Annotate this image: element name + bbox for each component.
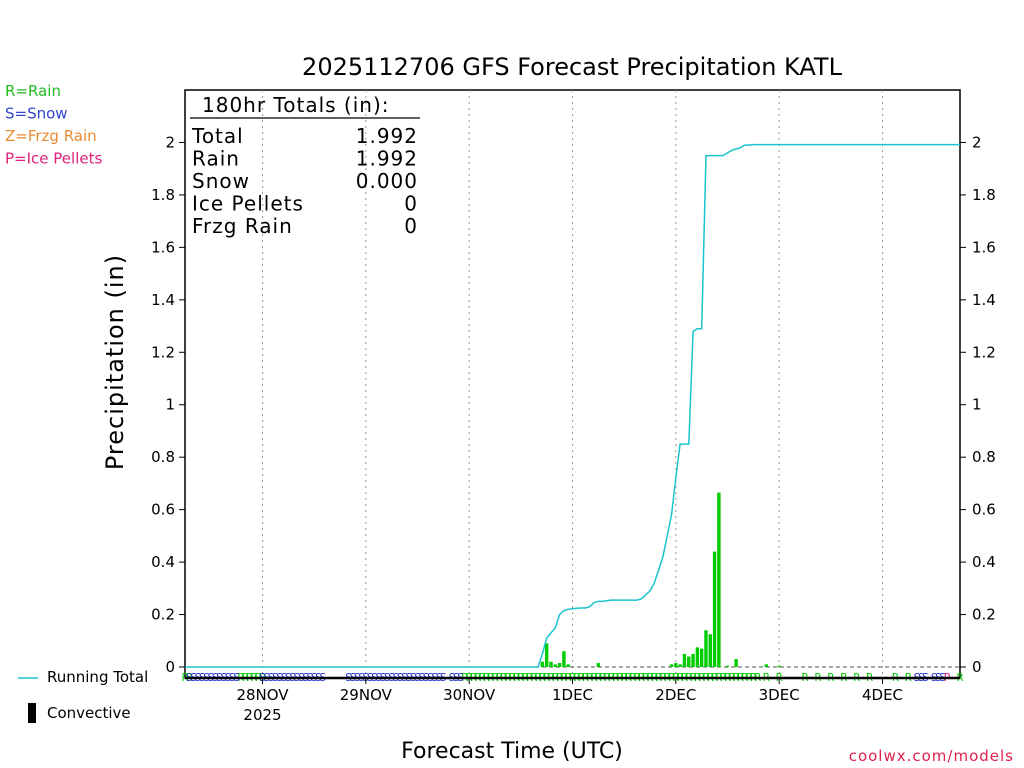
convective-bar [682, 653, 687, 667]
y-axis-right: 0 0.2 0.4 0.6 0.8 1 1.2 1.4 1.6 1.8 2 [960, 133, 996, 676]
source-credit: coolwx.com/models [849, 747, 1014, 765]
y-tick-label-left: 0.4 [151, 553, 175, 571]
convective-bar [557, 663, 562, 667]
series-legend: Running Total Convective [18, 668, 148, 723]
y-tick-label-left: 0.2 [151, 606, 175, 624]
totals-row-label: Frzg Rain [192, 214, 293, 238]
y-tick-label-left: 1.4 [151, 291, 175, 309]
y-tick-label-right: 1.4 [972, 291, 996, 309]
convective-legend-label: Convective [47, 704, 131, 722]
y-tick-label-left: 0 [165, 658, 175, 676]
convective-bar [708, 634, 712, 667]
convective-bar [687, 656, 691, 667]
gridlines [185, 90, 960, 678]
convective-bars [540, 492, 781, 667]
x-tick-label: 3DEC [759, 686, 800, 704]
precip-type-marker: R [957, 671, 964, 684]
precip-type-legend-item: P=Ice Pellets [5, 150, 102, 168]
y-tick-label-right: 0.6 [972, 501, 996, 519]
y-tick-label-left: 1.2 [151, 343, 175, 361]
y-tick-label-right: 0 [972, 658, 982, 676]
x-tick-label: 29NOV [340, 686, 393, 704]
y-tick-label-right: 1.2 [972, 343, 996, 361]
totals-row-label: Rain [192, 147, 240, 171]
y-tick-label-left: 1.6 [151, 238, 175, 256]
plot-area: RRRRRRRRRRRRRRRRRRRRRRRRRRRRRRRRRRRRRRRR… [182, 89, 964, 684]
y-tick-label-left: 0.6 [151, 501, 175, 519]
totals-row-label: Snow [192, 169, 250, 193]
totals-row-value: 0 [404, 214, 418, 238]
running-total-legend-label: Running Total [47, 668, 148, 686]
y-tick-label-left: 2 [165, 133, 175, 151]
y-tick-label-right: 1.6 [972, 238, 996, 256]
y-tick-label-left: 1 [165, 396, 175, 414]
y-axis-label: Precipitation (in) [101, 254, 129, 470]
y-tick-label-right: 0.4 [972, 553, 996, 571]
convective-bar [699, 648, 704, 667]
x-axis: 28NOV 2025 29NOV 30NOV 1DEC 2DEC 3DEC 4DEC [236, 678, 903, 724]
convective-bar [678, 664, 682, 667]
convective-bar [717, 492, 721, 667]
x-tick-label: 30NOV [443, 686, 496, 704]
convective-bar [734, 659, 738, 667]
convective-bar [674, 663, 678, 667]
y-tick-label-right: 0.2 [972, 606, 996, 624]
totals-row-value: 0.000 [356, 169, 418, 193]
precip-type-legend-item: R=Rain [5, 82, 61, 100]
precip-type-legend-item: S=Snow [5, 105, 68, 123]
convective-bar [549, 661, 553, 667]
y-tick-label-right: 0.8 [972, 448, 996, 466]
convective-bar [691, 653, 695, 667]
totals-row-value: 1.992 [356, 147, 418, 171]
precip-type-legend: R=Rain S=Snow Z=Frzg Rain P=Ice Pellets [5, 82, 102, 168]
convective-bar [777, 665, 781, 667]
precip-type-legend-item: Z=Frzg Rain [5, 127, 97, 145]
totals-row-value: 1.992 [356, 124, 418, 148]
convective-bar [540, 661, 545, 667]
x-axis-label: Forecast Time (UTC) [401, 739, 623, 764]
convective-bar [712, 551, 717, 667]
convective-bar [596, 663, 601, 667]
y-tick-label-right: 2 [972, 133, 982, 151]
y-tick-label-left: 1.8 [151, 186, 175, 204]
y-tick-label-left: 0.8 [151, 448, 175, 466]
convective-bar [704, 630, 708, 667]
convective-bar [544, 643, 549, 667]
totals-row-value: 0 [404, 192, 418, 216]
x-tick-label: 2DEC [655, 686, 696, 704]
convective-bar [695, 647, 700, 667]
y-tick-label-right: 1 [972, 396, 982, 414]
totals-box: 180hr Totals (in): Total 1.992 Rain 1.992 Sn… [190, 93, 420, 238]
chart-title: 2025112706 GFS Forecast Precipitation KA… [302, 53, 843, 81]
convective-bar [669, 664, 674, 667]
y-axis-left: 0 0.2 0.4 0.6 0.8 1 1.2 1.4 1.6 1.8 2 [151, 133, 185, 676]
convective-bar [553, 664, 557, 667]
totals-row-label: Total [191, 124, 244, 148]
convective-bar [725, 665, 730, 667]
convective-bar [764, 664, 768, 667]
totals-rows: Total 1.992 Rain 1.992 Snow 0.000 Ice Pellets 0… [191, 124, 418, 238]
y-tick-label-right: 1.8 [972, 186, 996, 204]
running-total-line [185, 143, 960, 668]
convective-bar [562, 651, 566, 667]
convective-legend-swatch [28, 703, 36, 723]
x-tick-label: 1DEC [552, 686, 593, 704]
x-tick-label: 4DEC [862, 686, 903, 704]
x-tick-label: 28NOV [236, 686, 289, 704]
x-tick-sublabel: 2025 [243, 706, 281, 724]
totals-header: 180hr Totals (in): [202, 93, 390, 117]
convective-bar [566, 664, 570, 667]
totals-row-label: Ice Pellets [192, 192, 304, 216]
